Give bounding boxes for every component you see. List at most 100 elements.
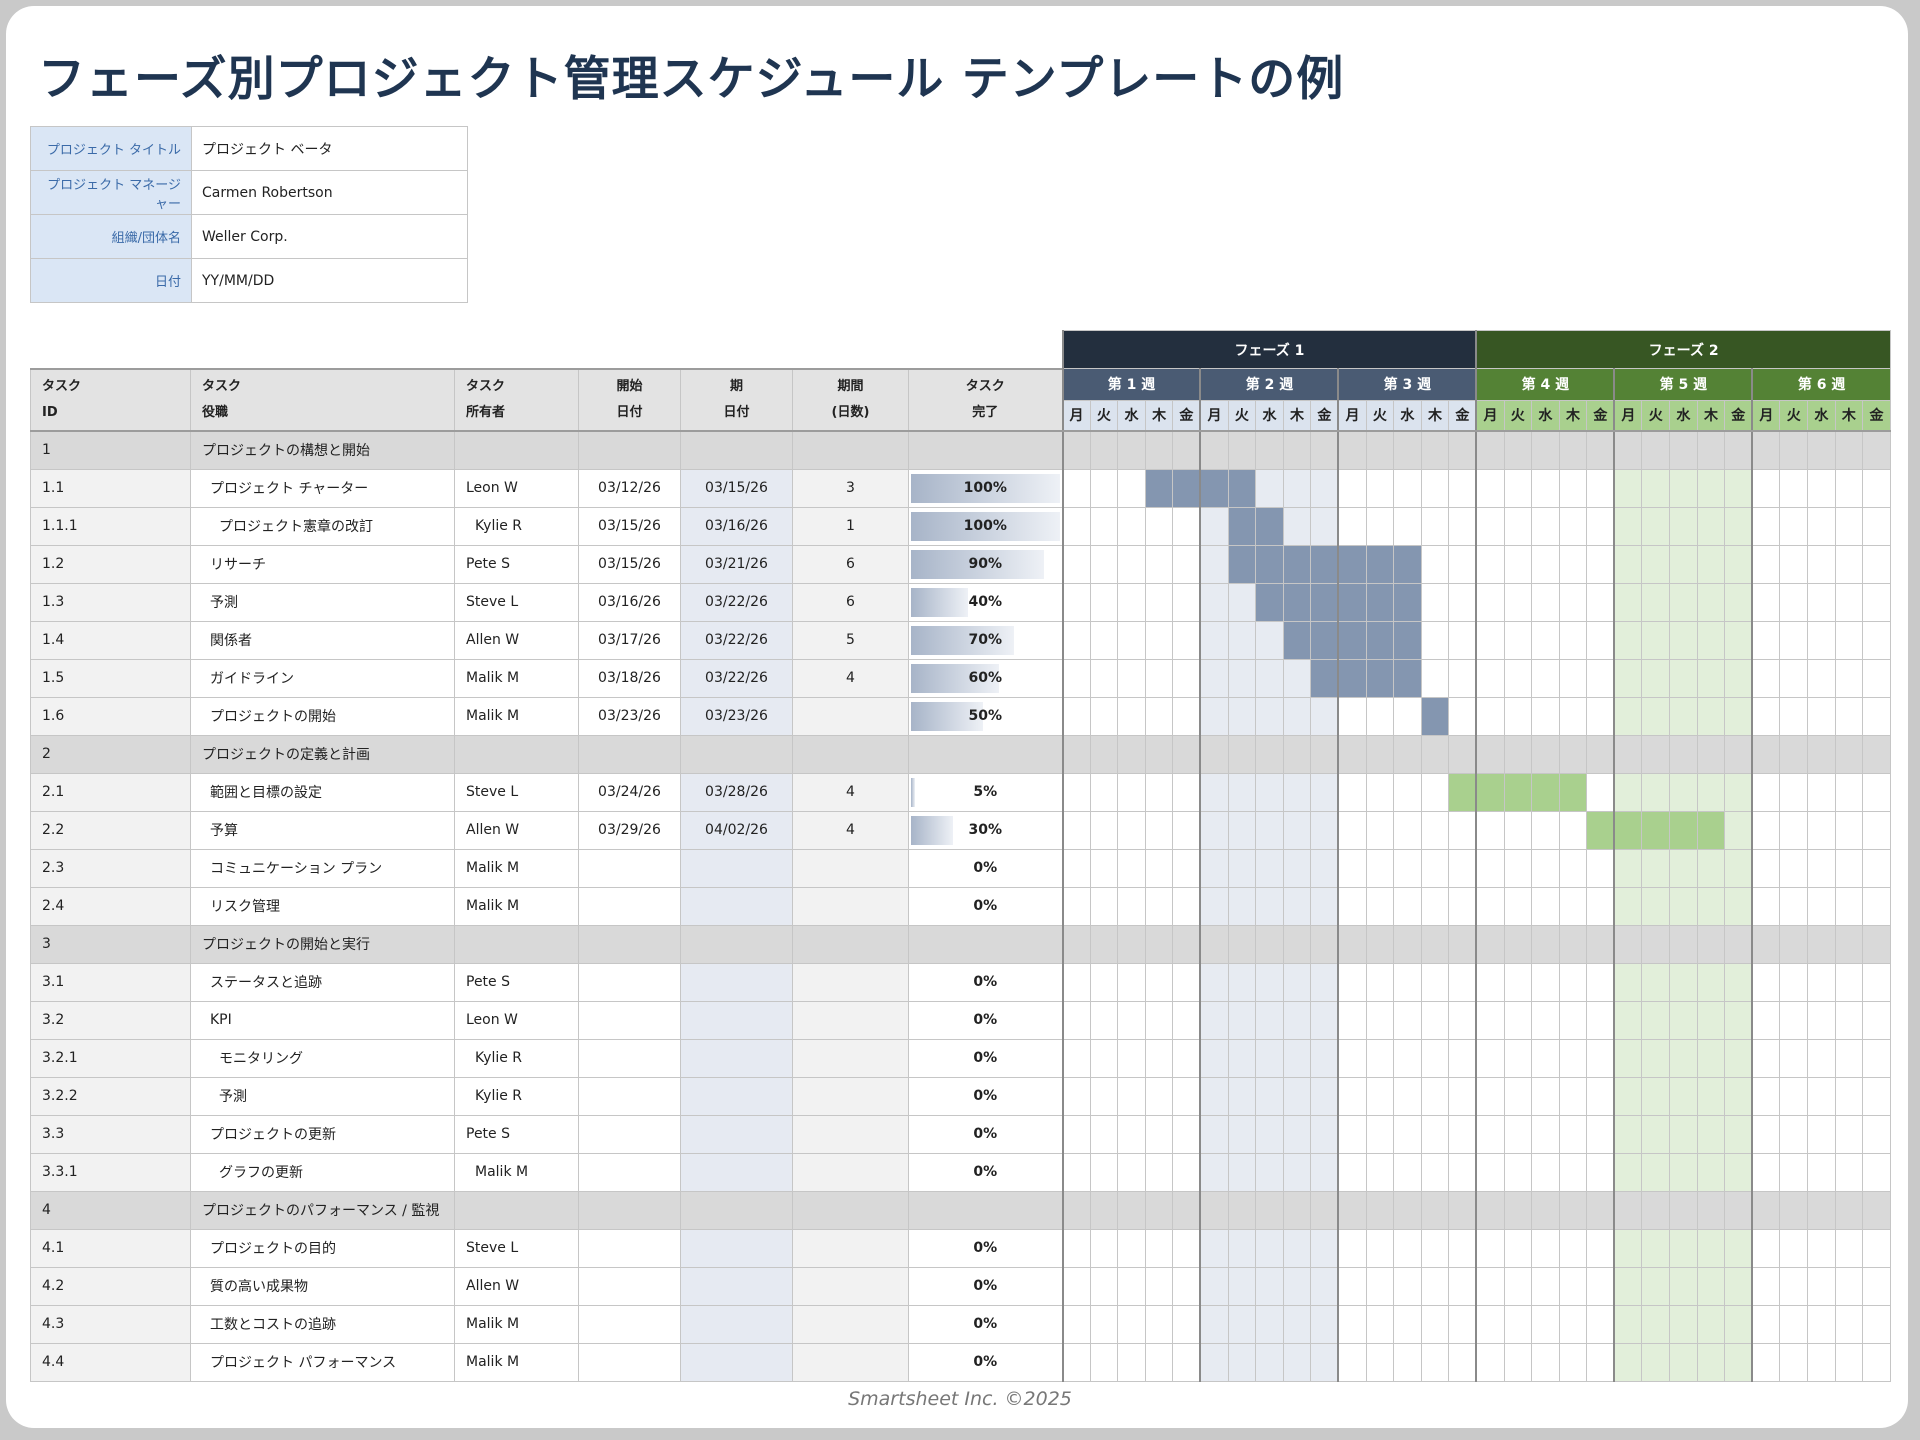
start-date[interactable]: 03/23/26 — [578, 696, 681, 736]
phase-name[interactable]: プロジェクトの開始と実行 — [190, 924, 455, 964]
due-date[interactable]: 03/22/26 — [680, 658, 793, 698]
due-date[interactable] — [680, 1000, 793, 1040]
task-name[interactable]: グラフの更新 — [190, 1152, 455, 1192]
due-date[interactable] — [680, 1076, 793, 1116]
due-date[interactable]: 03/21/26 — [680, 544, 793, 584]
start-date[interactable] — [578, 924, 681, 964]
due-date[interactable] — [680, 1038, 793, 1078]
due-date[interactable]: 03/15/26 — [680, 468, 793, 508]
start-date[interactable]: 03/17/26 — [578, 620, 681, 660]
task-name[interactable]: コミュニケーション プラン — [190, 848, 455, 888]
task-name[interactable]: 質の高い成果物 — [190, 1266, 455, 1306]
start-date[interactable] — [578, 1228, 681, 1268]
start-date[interactable] — [578, 1266, 681, 1306]
due-date[interactable]: 03/23/26 — [680, 696, 793, 736]
task-name[interactable]: プロジェクトの開始 — [190, 696, 455, 736]
info-value[interactable]: プロジェクト ベータ — [191, 126, 468, 171]
info-value[interactable]: YY/MM/DD — [191, 258, 468, 303]
phase-name[interactable]: プロジェクトの構想と開始 — [190, 430, 455, 470]
start-date[interactable]: 03/15/26 — [578, 506, 681, 546]
phase-name[interactable]: プロジェクトの定義と計画 — [190, 734, 455, 774]
start-date[interactable]: 03/16/26 — [578, 582, 681, 622]
task-name[interactable]: 予測 — [190, 582, 455, 622]
task-owner[interactable]: Leon W — [454, 1000, 579, 1040]
due-date[interactable] — [680, 430, 793, 470]
start-date[interactable] — [578, 1000, 681, 1040]
start-date[interactable] — [578, 1114, 681, 1154]
task-name[interactable]: ガイドライン — [190, 658, 455, 698]
phase-name[interactable]: プロジェクトのパフォーマンス / 監視 — [190, 1190, 455, 1230]
start-date[interactable] — [578, 1076, 681, 1116]
task-name[interactable]: 関係者 — [190, 620, 455, 660]
start-date[interactable] — [578, 1152, 681, 1192]
task-owner[interactable]: Allen W — [454, 810, 579, 850]
due-date[interactable]: 04/02/26 — [680, 810, 793, 850]
task-owner[interactable]: Kylie R — [454, 1038, 579, 1078]
due-date[interactable] — [680, 1304, 793, 1344]
info-value[interactable]: Carmen Robertson — [191, 170, 468, 215]
start-date[interactable] — [578, 848, 681, 888]
task-name[interactable]: プロジェクトの更新 — [190, 1114, 455, 1154]
task-name[interactable]: 予算 — [190, 810, 455, 850]
start-date[interactable] — [578, 734, 681, 774]
task-name[interactable]: プロジェクト憲章の改訂 — [190, 506, 455, 546]
task-owner[interactable]: Steve L — [454, 772, 579, 812]
start-date[interactable] — [578, 886, 681, 926]
due-date[interactable] — [680, 886, 793, 926]
task-owner[interactable]: Steve L — [454, 582, 579, 622]
task-name[interactable]: プロジェクト チャーター — [190, 468, 455, 508]
task-owner[interactable]: Steve L — [454, 1228, 579, 1268]
task-owner[interactable]: Malik M — [454, 848, 579, 888]
task-owner[interactable]: Pete S — [454, 962, 579, 1002]
task-owner[interactable]: Malik M — [454, 1304, 579, 1344]
due-date[interactable] — [680, 848, 793, 888]
start-date[interactable] — [578, 962, 681, 1002]
task-owner[interactable]: Kylie R — [454, 1076, 579, 1116]
due-date[interactable] — [680, 1152, 793, 1192]
due-date[interactable] — [680, 1266, 793, 1306]
start-date[interactable] — [578, 1304, 681, 1344]
task-name[interactable]: KPI — [190, 1000, 455, 1040]
task-owner[interactable] — [454, 924, 579, 964]
task-name[interactable]: ステータスと追跡 — [190, 962, 455, 1002]
task-owner[interactable]: Malik M — [454, 1152, 579, 1192]
due-date[interactable]: 03/22/26 — [680, 620, 793, 660]
task-owner[interactable]: Malik M — [454, 886, 579, 926]
due-date[interactable] — [680, 1342, 793, 1382]
task-owner[interactable] — [454, 1190, 579, 1230]
task-name[interactable]: モニタリング — [190, 1038, 455, 1078]
start-date[interactable] — [578, 1038, 681, 1078]
start-date[interactable]: 03/29/26 — [578, 810, 681, 850]
due-date[interactable] — [680, 924, 793, 964]
task-name[interactable]: リサーチ — [190, 544, 455, 584]
task-name[interactable]: プロジェクトの目的 — [190, 1228, 455, 1268]
task-name[interactable]: 範囲と目標の設定 — [190, 772, 455, 812]
task-owner[interactable] — [454, 734, 579, 774]
task-owner[interactable]: Pete S — [454, 544, 579, 584]
task-owner[interactable]: Malik M — [454, 1342, 579, 1382]
task-name[interactable]: 工数とコストの追跡 — [190, 1304, 455, 1344]
task-owner[interactable]: Allen W — [454, 620, 579, 660]
task-owner[interactable] — [454, 430, 579, 470]
due-date[interactable]: 03/28/26 — [680, 772, 793, 812]
due-date[interactable] — [680, 1114, 793, 1154]
due-date[interactable]: 03/16/26 — [680, 506, 793, 546]
task-name[interactable]: 予測 — [190, 1076, 455, 1116]
due-date[interactable] — [680, 1228, 793, 1268]
due-date[interactable] — [680, 1190, 793, 1230]
start-date[interactable]: 03/15/26 — [578, 544, 681, 584]
start-date[interactable] — [578, 1190, 681, 1230]
due-date[interactable] — [680, 734, 793, 774]
due-date[interactable]: 03/22/26 — [680, 582, 793, 622]
task-name[interactable]: プロジェクト パフォーマンス — [190, 1342, 455, 1382]
due-date[interactable] — [680, 962, 793, 1002]
task-owner[interactable]: Leon W — [454, 468, 579, 508]
task-owner[interactable]: Malik M — [454, 658, 579, 698]
start-date[interactable]: 03/12/26 — [578, 468, 681, 508]
start-date[interactable] — [578, 430, 681, 470]
start-date[interactable]: 03/18/26 — [578, 658, 681, 698]
task-name[interactable]: リスク管理 — [190, 886, 455, 926]
info-value[interactable]: Weller Corp. — [191, 214, 468, 259]
task-owner[interactable]: Allen W — [454, 1266, 579, 1306]
task-owner[interactable]: Kylie R — [454, 506, 579, 546]
